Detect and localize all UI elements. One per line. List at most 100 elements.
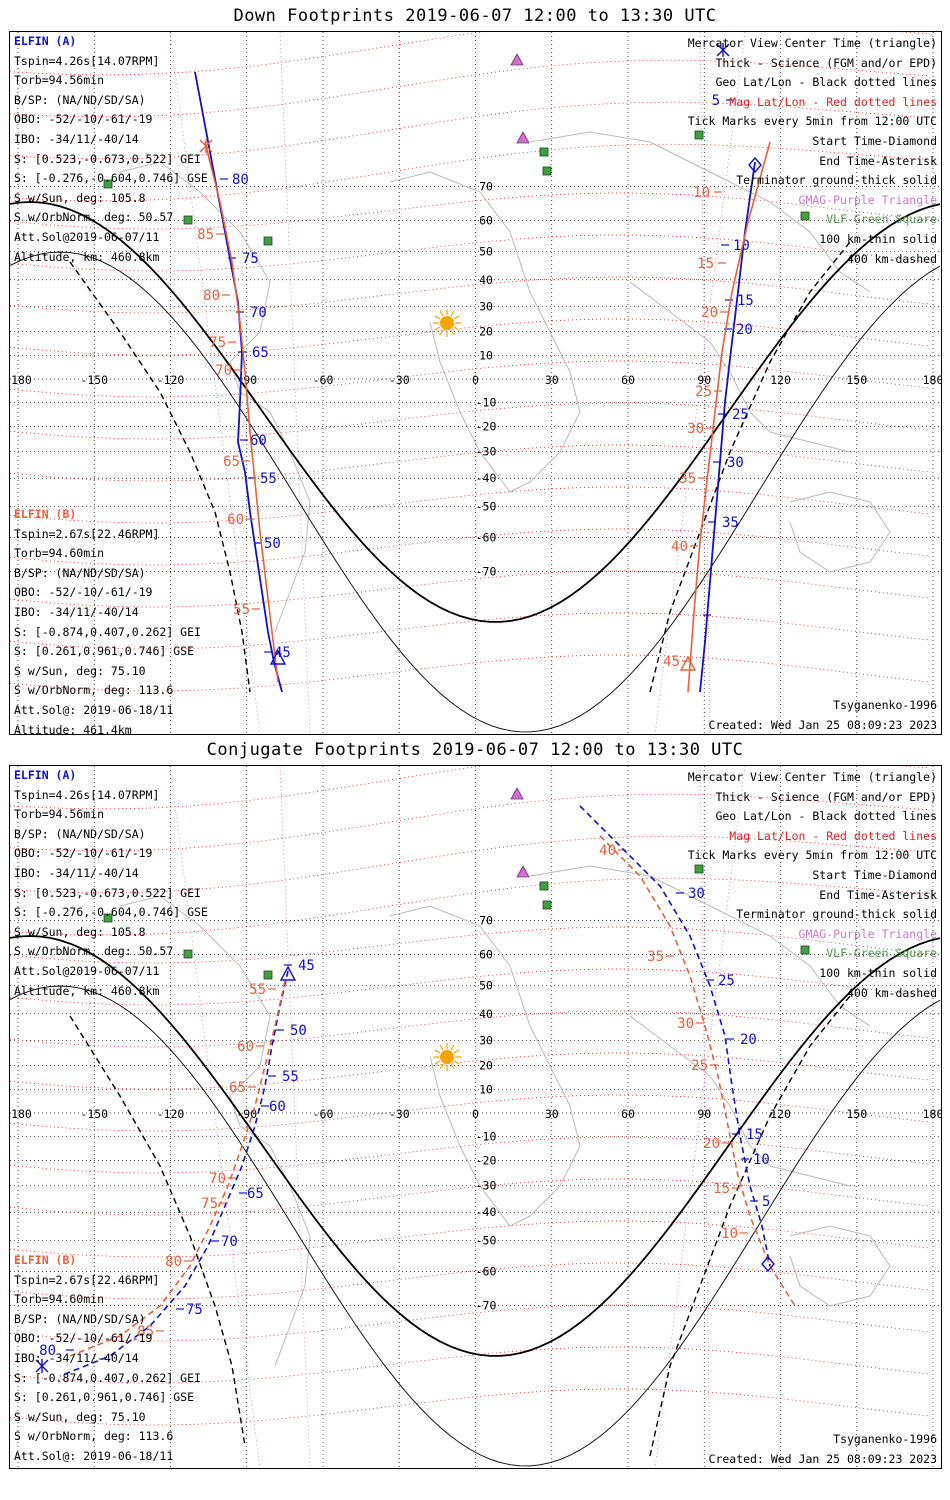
gmag-triangle-icon (510, 53, 524, 66)
coastline (529, 865, 871, 1027)
elfin-b-spin: Tspin=2.67s[22.46RPM] (14, 1272, 160, 1287)
elfin-a-ibo: IBO: -34/11/-40/14 (14, 865, 139, 880)
lat-tick-label: 40 (479, 1007, 493, 1021)
mag-parallel (10, 1346, 931, 1384)
elfin-a-track (194, 71, 283, 693)
track-tick-label: 50 (290, 1023, 307, 1039)
mag-parallel (10, 1220, 931, 1258)
coastline (119, 895, 311, 1367)
elfin-b-ibo: IBO: -34/11/-40/14 (14, 1350, 139, 1365)
track-tick-label: 70 (209, 1171, 226, 1187)
created-label: Created: Wed Jan 25 08:09:23 2023 (708, 718, 937, 732)
legend-center-time: Mercator View Center Time (triangle) (687, 36, 937, 50)
elfin-b-altitude: Altitude: 461.4km (14, 722, 132, 735)
track-tick-label: 5 (712, 93, 720, 109)
elfin-b-track (204, 141, 279, 683)
legend-100km: 100 km-thin solid (819, 231, 937, 246)
lon-tick-label: -60 (313, 1107, 334, 1121)
elfin-b-att: Att.Sol@: 2019-06-18/11 (14, 1448, 174, 1463)
elfin-b-s-gse: S: [0.261,0.961,0.746] GSE (14, 1390, 195, 1405)
legend-start: Start Time-Diamond (812, 133, 937, 148)
vlf-square-icon (542, 166, 552, 176)
mag-parallel (10, 1262, 931, 1300)
elfin-b-name: ELFIN (B) (14, 507, 77, 521)
lat-tick-label: -10 (476, 1130, 497, 1144)
elfin-a-att: Att.Sol@2019-06-07/11 (14, 229, 160, 244)
lon-tick-label: -30 (389, 1107, 410, 1121)
elfin-a-orbit: Torb=94.56min (14, 807, 105, 822)
lon-tick-label: 30 (545, 373, 559, 387)
elfin-a-name: ELFIN (A) (14, 34, 77, 48)
track-tick-label: 55 (249, 982, 266, 998)
vlf-square-icon (800, 945, 810, 955)
legend-tick-marks: Tick Marks every 5min from 12:00 UTC (687, 848, 937, 863)
sun-ray (434, 315, 441, 320)
lon-tick-label: -60 (313, 373, 334, 387)
track-tick-label: 10 (721, 1226, 738, 1242)
down-footprints-panel: -180-150-120-90-60-300306090120150180706… (9, 31, 942, 735)
elfin-a-orbnorm: S w/OrbNorm, deg: 50.57 (14, 944, 174, 959)
track-tick-label: 70 (250, 305, 267, 321)
legend-geo-grid: Geo Lat/Lon - Black dotted lines (715, 809, 937, 824)
elfin-b-orbit: Torb=94.60min (14, 1292, 105, 1307)
end-asterisk-icon (35, 1359, 49, 1373)
elfin-a-s-gei: S: [0.523,-0.673,0.522] GEI (14, 885, 201, 900)
elfin-a-sun-angle: S w/Sun, deg: 105.8 (14, 924, 146, 939)
lat-tick-label: -10 (476, 396, 497, 410)
sun-icon (433, 309, 461, 337)
vlf-square-icon (183, 215, 193, 225)
track-tick-label: 25 (691, 1058, 708, 1074)
elfin-b-altitude: Altitude: 461.4km (14, 1467, 201, 1468)
elfin-b-obo: OBO: -52/-10/-61/-19 (14, 1331, 153, 1346)
vlf-square-icon (183, 949, 193, 959)
conjugate-footprints-panel: -180-150-120-90-60-300306090120150180706… (9, 765, 942, 1469)
sun-ray (434, 326, 441, 331)
sun-ray (439, 1044, 444, 1051)
sun-ray (439, 310, 444, 317)
legend-terminator: Terminator ground-thick solid (736, 173, 937, 188)
lat-tick-label: -60 (476, 531, 497, 545)
elfin-b-ibo: IBO: -34/11/-40/14 (14, 604, 139, 619)
elfin-a-sun-angle: S w/Sun, deg: 105.8 (14, 190, 146, 205)
lat-tick-label: -30 (476, 1179, 497, 1193)
legend-100km: 100 km-thin solid (819, 965, 937, 980)
track-tick-label: 65 (247, 1186, 264, 1202)
lon-tick-label: 60 (621, 373, 635, 387)
elfin-a-spin: Tspin=4.26s[14.07RPM] (14, 787, 160, 802)
elfin-a-spin: Tspin=4.26s[14.07RPM] (14, 53, 160, 68)
mag-parallel (10, 1010, 931, 1048)
down-title: Down Footprints 2019-06-07 12:00 to 13:3… (233, 6, 717, 26)
track-tick-label: 30 (688, 886, 705, 902)
coastline (789, 1225, 891, 1307)
elfin-a-s-gse: S: [-0.276,-0.604,0.746] GSE (14, 171, 208, 186)
elfin-b-info: ELFIN (B) Tspin=2.67s[22.46RPM] Torb=94.… (14, 505, 201, 735)
track-tick-label: 15 (697, 256, 714, 272)
vlf-square-icon (263, 236, 273, 246)
legend-end: End Time-Asterisk (819, 153, 937, 168)
track-tick-label: 60 (227, 512, 244, 528)
sun-disc (440, 1050, 454, 1064)
elfin-a-s-gei: S: [0.523,-0.673,0.522] GEI (14, 151, 201, 166)
track-tick-label: 80 (39, 1343, 56, 1359)
lat-tick-label: 40 (479, 273, 493, 287)
lat-tick-label: -50 (476, 500, 497, 514)
elfin-b-bsp: B/SP: (NA/ND/SD/SA) (14, 565, 146, 580)
sun-ray (453, 1049, 460, 1054)
track-tick-label: 20 (740, 1032, 757, 1048)
lon-tick-label: 60 (621, 1107, 635, 1121)
track-tick-label: 75 (201, 1196, 218, 1212)
terminator-ground (10, 201, 941, 623)
legend-terminator: Terminator ground-thick solid (736, 907, 937, 922)
gmag-triangle-icon (516, 131, 530, 144)
mag-parallel (10, 570, 931, 608)
track-tick-label: 40 (599, 843, 616, 859)
track-tick-label: 10 (693, 185, 710, 201)
mag-meridian (279, 32, 311, 734)
lat-tick-label: 30 (479, 1033, 493, 1047)
sun-ray (450, 310, 455, 317)
mag-parallel (10, 318, 931, 356)
track-tick-label: 80 (232, 172, 249, 188)
elfin-a-altitude: Altitude, km: 460.8km (14, 249, 160, 264)
track-tick-label: 35 (722, 515, 739, 531)
elfin-a-att: Att.Sol@2019-06-07/11 (14, 963, 160, 978)
